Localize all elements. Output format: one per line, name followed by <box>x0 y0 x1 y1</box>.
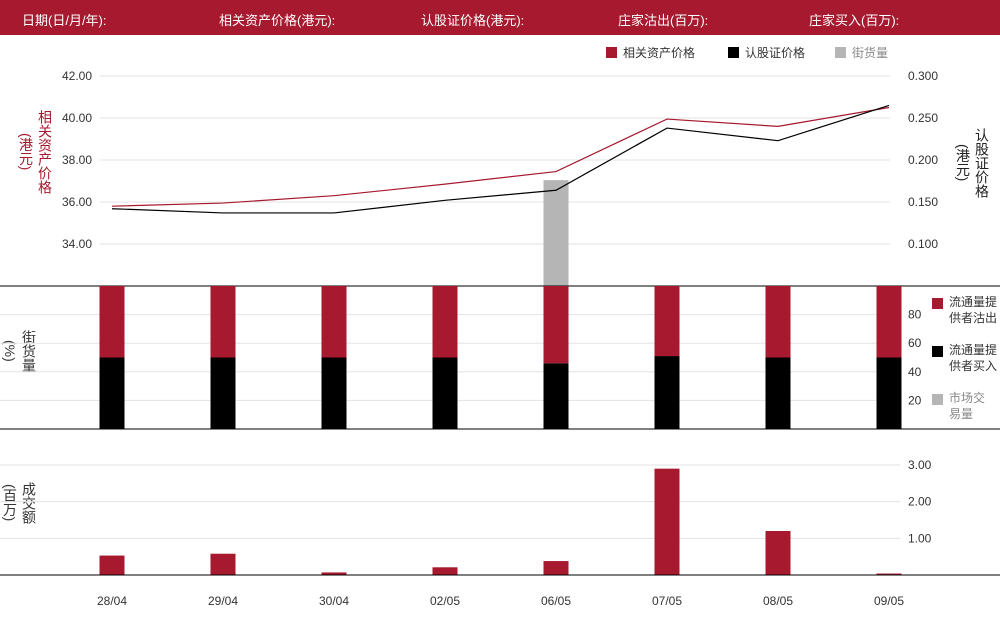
left-mid-axis-label: 街货量 (%) <box>0 330 38 372</box>
date-label: 日期(日/月/年): <box>22 13 107 28</box>
turnover-bar <box>543 561 569 575</box>
x-tick-label: 09/05 <box>874 594 904 608</box>
sold-bar <box>654 286 680 357</box>
x-tick-label: 02/05 <box>430 594 460 608</box>
y-right-tick-label: 0.100 <box>908 237 938 251</box>
y-bottom-tick-label: 1.00 <box>908 531 932 545</box>
underlying-price-line <box>111 106 890 207</box>
y-right-tick-label: 0.250 <box>908 111 938 125</box>
left-bottom-axis-title: 成交额 <box>21 482 37 524</box>
y-mid-tick-label: 60 <box>908 336 922 350</box>
underlying-price-label: 相关资产价格(港元): <box>219 13 336 28</box>
sold-bar <box>210 286 236 358</box>
sold-bar <box>321 286 347 358</box>
bought-bar <box>432 357 458 429</box>
y-left-tick-label: 36.00 <box>62 195 92 209</box>
legend-item-bought: 流通量提供者买入 <box>932 342 1000 374</box>
left-bottom-axis-label: 成交额 (百万) <box>0 482 38 524</box>
x-tick-label: 08/05 <box>763 594 793 608</box>
sold-bar <box>876 286 902 358</box>
x-tick-label: 29/04 <box>208 594 238 608</box>
bought-bar <box>543 363 569 429</box>
x-tick-label: 07/05 <box>652 594 682 608</box>
legend-swatch-bought <box>932 346 943 357</box>
legend-swatch-warrant <box>728 47 739 58</box>
right-top-axis-label: 认股证价格 (港元) <box>953 128 991 198</box>
left-top-axis-unit: (港元) <box>18 133 34 171</box>
turnover-bar <box>876 573 902 575</box>
y-mid-tick-label: 20 <box>908 393 922 407</box>
legend-item-sold: 流通量提供者沽出 <box>932 294 1000 326</box>
x-tick-label: 28/04 <box>97 594 127 608</box>
warrant-price-line <box>111 104 890 214</box>
turnover-bar <box>765 531 791 575</box>
right-top-axis-title: 认股证价格 <box>974 128 990 198</box>
issuer-sold-label: 庄家沽出(百万): <box>618 13 709 28</box>
warrant-price-label: 认股证价格(港元): <box>421 13 525 28</box>
legend-item-warrant: 认股证价格 <box>728 44 805 61</box>
x-tick-label: 30/04 <box>319 594 349 608</box>
legend-label-underlying: 相关资产价格 <box>623 46 696 60</box>
legend-label-warrant: 认股证价格 <box>745 46 806 60</box>
sold-bar <box>99 286 125 358</box>
turnover-bar <box>99 555 125 575</box>
legend-swatch-market <box>932 394 943 405</box>
turnover-bar <box>432 567 458 575</box>
header-bar: 日期(日/月/年): 相关资产价格(港元): 认股证价格(港元): 庄家沽出(百… <box>0 0 1000 35</box>
sold-bar <box>432 286 458 358</box>
y-right-tick-label: 0.300 <box>908 69 938 83</box>
issuer-bought-label: 庄家买入(百万): <box>809 13 900 28</box>
y-bottom-tick-label: 2.00 <box>908 495 932 509</box>
y-right-tick-label: 0.200 <box>908 153 938 167</box>
y-left-tick-label: 38.00 <box>62 153 92 167</box>
y-left-tick-label: 34.00 <box>62 237 92 251</box>
left-bottom-axis-unit: (百万) <box>2 484 18 522</box>
left-mid-axis-title: 街货量 <box>21 330 37 372</box>
legend-swatch-sold <box>932 298 943 309</box>
legend-label-outstanding: 街货量 <box>852 46 889 60</box>
y-left-tick-label: 40.00 <box>62 111 92 125</box>
bought-bar <box>654 356 680 429</box>
legend-item-underlying: 相关资产价格 <box>606 44 695 61</box>
y-right-tick-label: 0.150 <box>908 195 938 209</box>
turnover-bar <box>321 572 347 575</box>
left-mid-axis-unit: (%) <box>2 340 18 362</box>
x-tick-label: 06/05 <box>541 594 571 608</box>
turnover-bar <box>210 553 236 575</box>
legend-label-market: 市场交易量 <box>949 391 986 421</box>
y-mid-tick-label: 40 <box>908 365 922 379</box>
outstanding-bar <box>543 180 569 286</box>
bought-bar <box>321 357 347 429</box>
legend-item-market: 市场交易量 <box>932 390 989 422</box>
legend-swatch-outstanding <box>835 47 846 58</box>
left-top-axis-label: 相关资产价格 (港元) <box>16 110 54 194</box>
y-left-tick-label: 42.00 <box>62 69 92 83</box>
y-mid-tick-label: 80 <box>908 308 922 322</box>
legend-label-bought: 流通量提供者买入 <box>949 343 998 373</box>
y-bottom-tick-label: 3.00 <box>908 458 932 472</box>
right-top-axis-unit: (港元) <box>955 144 971 182</box>
bought-bar <box>210 357 236 429</box>
bought-bar <box>99 357 125 429</box>
legend-item-outstanding: 街货量 <box>835 44 888 61</box>
left-top-axis-title: 相关资产价格 <box>37 110 53 194</box>
sold-bar <box>543 286 569 364</box>
bought-bar <box>765 357 791 429</box>
legend-label-sold: 流通量提供者沽出 <box>949 295 998 325</box>
legend-swatch-underlying <box>606 47 617 58</box>
bought-bar <box>876 357 902 429</box>
sold-bar <box>765 286 791 358</box>
turnover-bar <box>654 468 680 575</box>
